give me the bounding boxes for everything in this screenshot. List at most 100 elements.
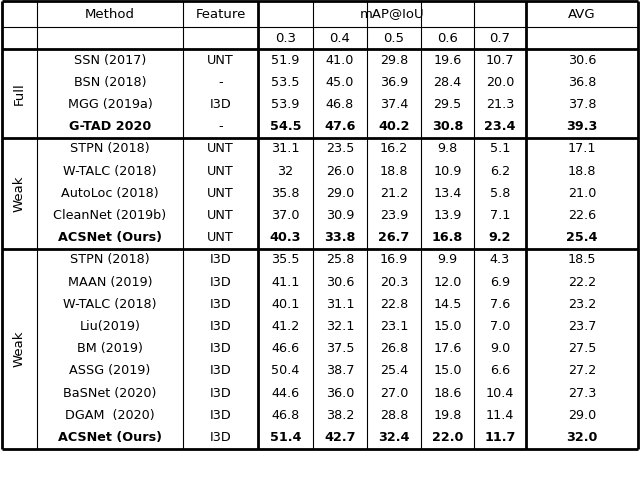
Text: 0.7: 0.7 — [490, 32, 511, 44]
Text: 7.1: 7.1 — [490, 209, 510, 222]
Text: 23.7: 23.7 — [568, 320, 596, 333]
Text: 9.8: 9.8 — [437, 142, 458, 155]
Text: 22.8: 22.8 — [380, 298, 408, 311]
Text: 40.3: 40.3 — [269, 231, 301, 244]
Text: 35.8: 35.8 — [271, 187, 300, 200]
Text: 15.0: 15.0 — [433, 364, 461, 378]
Text: 17.1: 17.1 — [568, 142, 596, 155]
Text: 19.6: 19.6 — [433, 54, 461, 66]
Text: Feature: Feature — [195, 8, 246, 21]
Text: mAP@IoU: mAP@IoU — [360, 8, 424, 21]
Text: Method: Method — [85, 8, 135, 21]
Text: 23.2: 23.2 — [568, 298, 596, 311]
Text: 40.1: 40.1 — [271, 298, 300, 311]
Text: I3D: I3D — [210, 276, 232, 289]
Text: 7.0: 7.0 — [490, 320, 510, 333]
Text: 0.3: 0.3 — [275, 32, 296, 44]
Text: 38.7: 38.7 — [326, 364, 355, 378]
Text: 13.9: 13.9 — [433, 209, 461, 222]
Text: UNT: UNT — [207, 164, 234, 178]
Text: BSN (2018): BSN (2018) — [74, 76, 147, 89]
Text: 19.8: 19.8 — [433, 409, 461, 422]
Text: G-TAD 2020: G-TAD 2020 — [69, 120, 151, 133]
Text: 51.4: 51.4 — [269, 431, 301, 444]
Text: 0.6: 0.6 — [437, 32, 458, 44]
Text: I3D: I3D — [210, 364, 232, 378]
Text: 33.8: 33.8 — [324, 231, 356, 244]
Text: 20.0: 20.0 — [486, 76, 514, 89]
Text: 21.2: 21.2 — [380, 187, 408, 200]
Text: 29.0: 29.0 — [568, 409, 596, 422]
Text: 37.5: 37.5 — [326, 342, 355, 355]
Text: UNT: UNT — [207, 142, 234, 155]
Text: -: - — [218, 76, 223, 89]
Text: 10.4: 10.4 — [486, 387, 514, 400]
Text: W-TALC (2018): W-TALC (2018) — [63, 164, 157, 178]
Text: I3D: I3D — [210, 387, 232, 400]
Text: 23.9: 23.9 — [380, 209, 408, 222]
Text: 25.8: 25.8 — [326, 253, 354, 266]
Text: UNT: UNT — [207, 209, 234, 222]
Text: ASSG (2019): ASSG (2019) — [69, 364, 150, 378]
Text: 29.5: 29.5 — [433, 98, 461, 111]
Text: 12.0: 12.0 — [433, 276, 461, 289]
Text: 30.6: 30.6 — [568, 54, 596, 66]
Text: 37.0: 37.0 — [271, 209, 300, 222]
Text: 25.4: 25.4 — [380, 364, 408, 378]
Text: 28.4: 28.4 — [433, 76, 461, 89]
Text: 5.8: 5.8 — [490, 187, 510, 200]
Text: 37.8: 37.8 — [568, 98, 596, 111]
Text: 36.9: 36.9 — [380, 76, 408, 89]
Text: 6.6: 6.6 — [490, 364, 510, 378]
Text: 25.4: 25.4 — [566, 231, 598, 244]
Text: 28.8: 28.8 — [380, 409, 408, 422]
Text: 7.6: 7.6 — [490, 298, 510, 311]
Text: 41.0: 41.0 — [326, 54, 354, 66]
Text: 16.8: 16.8 — [432, 231, 463, 244]
Text: AutoLoc (2018): AutoLoc (2018) — [61, 187, 159, 200]
Text: 30.6: 30.6 — [326, 276, 354, 289]
Text: 26.0: 26.0 — [326, 164, 354, 178]
Text: 45.0: 45.0 — [326, 76, 354, 89]
Text: UNT: UNT — [207, 54, 234, 66]
Text: 38.2: 38.2 — [326, 409, 354, 422]
Text: 27.3: 27.3 — [568, 387, 596, 400]
Text: 41.1: 41.1 — [271, 276, 300, 289]
Text: 53.9: 53.9 — [271, 98, 300, 111]
Text: 32.4: 32.4 — [378, 431, 410, 444]
Text: UNT: UNT — [207, 231, 234, 244]
Text: 46.8: 46.8 — [271, 409, 300, 422]
Text: 32: 32 — [277, 164, 294, 178]
Text: I3D: I3D — [210, 298, 232, 311]
Text: BM (2019): BM (2019) — [77, 342, 143, 355]
Text: 18.5: 18.5 — [568, 253, 596, 266]
Text: BaSNet (2020): BaSNet (2020) — [63, 387, 157, 400]
Text: 11.7: 11.7 — [484, 431, 516, 444]
Text: UNT: UNT — [207, 187, 234, 200]
Text: 46.8: 46.8 — [326, 98, 354, 111]
Text: AVG: AVG — [568, 8, 596, 21]
Text: 26.7: 26.7 — [378, 231, 410, 244]
Text: ACSNet (Ours): ACSNet (Ours) — [58, 431, 162, 444]
Text: 11.4: 11.4 — [486, 409, 514, 422]
Text: 26.8: 26.8 — [380, 342, 408, 355]
Text: 22.0: 22.0 — [432, 431, 463, 444]
Text: I3D: I3D — [210, 409, 232, 422]
Text: 18.6: 18.6 — [433, 387, 461, 400]
Text: 50.4: 50.4 — [271, 364, 300, 378]
Text: I3D: I3D — [210, 253, 232, 266]
Text: 51.9: 51.9 — [271, 54, 300, 66]
Text: 36.0: 36.0 — [326, 387, 354, 400]
Text: 13.4: 13.4 — [433, 187, 461, 200]
Text: 47.6: 47.6 — [324, 120, 356, 133]
Text: 31.1: 31.1 — [271, 142, 300, 155]
Text: 32.0: 32.0 — [566, 431, 598, 444]
Text: 27.0: 27.0 — [380, 387, 408, 400]
Text: 37.4: 37.4 — [380, 98, 408, 111]
Text: 29.0: 29.0 — [326, 187, 354, 200]
Text: 10.9: 10.9 — [433, 164, 461, 178]
Text: ACSNet (Ours): ACSNet (Ours) — [58, 231, 162, 244]
Text: STPN (2018): STPN (2018) — [70, 142, 150, 155]
Text: 9.0: 9.0 — [490, 342, 510, 355]
Text: 41.2: 41.2 — [271, 320, 300, 333]
